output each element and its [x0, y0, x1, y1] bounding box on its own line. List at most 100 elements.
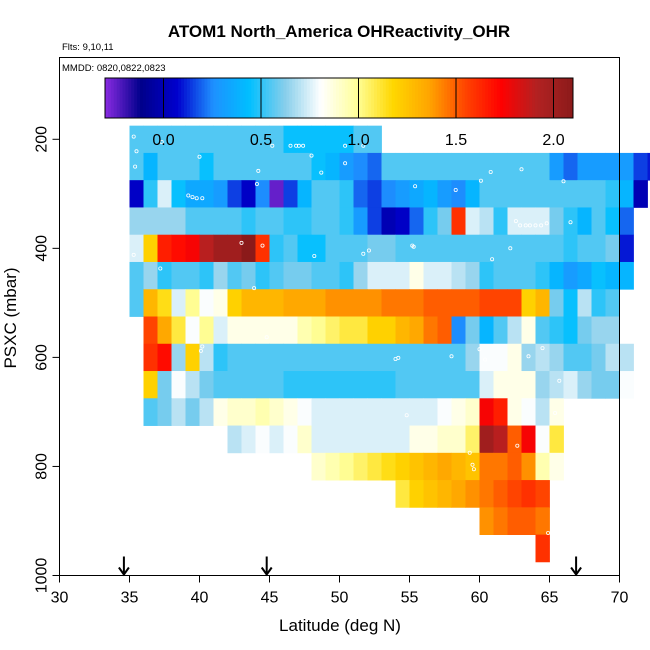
heatmap-cell	[493, 452, 508, 481]
colorbar-swatch	[374, 78, 378, 118]
colorbar-frame	[104, 77, 574, 119]
colorbar-swatch	[207, 78, 211, 118]
heatmap-cell	[563, 371, 578, 399]
heatmap-cell	[521, 371, 536, 399]
colorbar-swatch	[552, 78, 556, 118]
heatmap-cell	[451, 425, 466, 454]
heatmap-cell	[143, 261, 158, 290]
heatmap-cell	[269, 289, 284, 317]
heatmap-cell	[367, 180, 382, 208]
colorbar-swatch	[181, 78, 185, 118]
heatmap-cell	[451, 316, 466, 345]
heatmap-cell	[465, 398, 480, 426]
track-point	[131, 134, 136, 139]
track-point	[561, 179, 566, 184]
heatmap-cell	[227, 207, 242, 236]
colorbar-swatch	[347, 78, 352, 118]
colorbar-swatch	[359, 78, 363, 118]
heatmap-cell	[521, 152, 536, 181]
heatmap-cell	[409, 480, 424, 508]
x-tick-label: 70	[611, 590, 629, 607]
heatmap-cell	[493, 234, 508, 263]
y-tick-label: 200	[34, 126, 51, 153]
heatmap-cell	[171, 152, 186, 181]
track-point	[260, 243, 265, 248]
track-point	[508, 136, 513, 141]
heatmap-cell	[493, 207, 508, 236]
colorbar-swatch	[499, 78, 504, 118]
heatmap-cell	[437, 398, 452, 426]
colorbar-swatch	[549, 78, 554, 118]
colorbar-swatch	[502, 78, 507, 118]
heatmap-cell	[577, 316, 592, 345]
heatmap-cell	[507, 371, 522, 399]
heatmap-cell	[395, 234, 410, 263]
heatmap-cell	[395, 261, 410, 290]
heatmap-cell	[535, 316, 550, 345]
heatmap-cell	[605, 261, 620, 290]
heatmap-cell	[395, 152, 410, 181]
flight-marker-arrowhead	[570, 566, 582, 577]
colorbar-swatch	[151, 78, 156, 118]
heatmap-cell	[507, 152, 522, 181]
heatmap-cell	[199, 398, 214, 426]
track-point	[490, 257, 495, 262]
heatmap-cell	[241, 180, 256, 208]
heatmap-cell	[479, 371, 494, 399]
colorbar-swatch	[330, 78, 334, 118]
heatmap-cell	[297, 398, 312, 426]
heatmap-cell	[395, 289, 410, 317]
heatmap-cell	[311, 180, 326, 208]
heatmap-cell	[353, 343, 368, 372]
track-point	[411, 244, 416, 249]
heatmap-cell	[213, 371, 228, 399]
track-point	[288, 143, 293, 148]
heatmap-cell	[381, 425, 396, 454]
heatmap-cell	[353, 425, 368, 454]
heatmap-cell	[171, 289, 186, 317]
heatmap-cell	[479, 343, 494, 372]
colorbar-swatch	[385, 78, 390, 118]
heatmap-cell	[479, 207, 494, 236]
heatmap-cell	[535, 261, 550, 290]
heatmap-cell	[297, 371, 312, 399]
heatmap-cell	[395, 398, 410, 426]
colorbar-swatch	[131, 78, 135, 118]
colorbar-swatch	[300, 78, 305, 118]
heatmap-cell	[451, 371, 466, 399]
colorbar-swatch	[289, 78, 293, 118]
heatmap-cell	[549, 316, 564, 345]
colorbar-swatch	[564, 78, 568, 118]
colorbar-swatch	[219, 78, 223, 118]
heatmap-cell	[339, 180, 354, 208]
colorbar-swatch	[312, 78, 317, 118]
heatmap-cell	[605, 343, 620, 372]
heatmap-cell	[633, 152, 648, 181]
heatmap-cell	[563, 207, 578, 236]
heatmap-cell	[479, 234, 494, 263]
heatmap-cell	[521, 398, 536, 426]
track-point	[312, 253, 317, 258]
colorbar-swatch	[426, 78, 431, 118]
heatmap-cell	[451, 343, 466, 372]
track-point	[361, 143, 366, 148]
colorbar-swatch	[429, 78, 434, 118]
heatmap-cell	[591, 180, 606, 208]
heatmap-cell	[591, 152, 606, 181]
track-point	[252, 286, 257, 291]
heatmap-cell	[493, 425, 508, 454]
heatmap-cell	[591, 316, 606, 345]
heatmap-cell	[409, 343, 424, 372]
heatmap-cell	[367, 398, 382, 426]
heatmap-cell	[605, 316, 620, 345]
colorbar-swatch	[257, 78, 261, 118]
heatmap-cell	[171, 398, 186, 426]
heatmap-cell	[325, 425, 340, 454]
colorbar-swatch	[415, 78, 419, 118]
heatmap-cell	[437, 425, 452, 454]
heatmap-cell	[227, 261, 242, 290]
heatmap-cell	[171, 343, 186, 372]
colorbar-swatch	[540, 78, 545, 118]
track-point	[190, 195, 195, 200]
